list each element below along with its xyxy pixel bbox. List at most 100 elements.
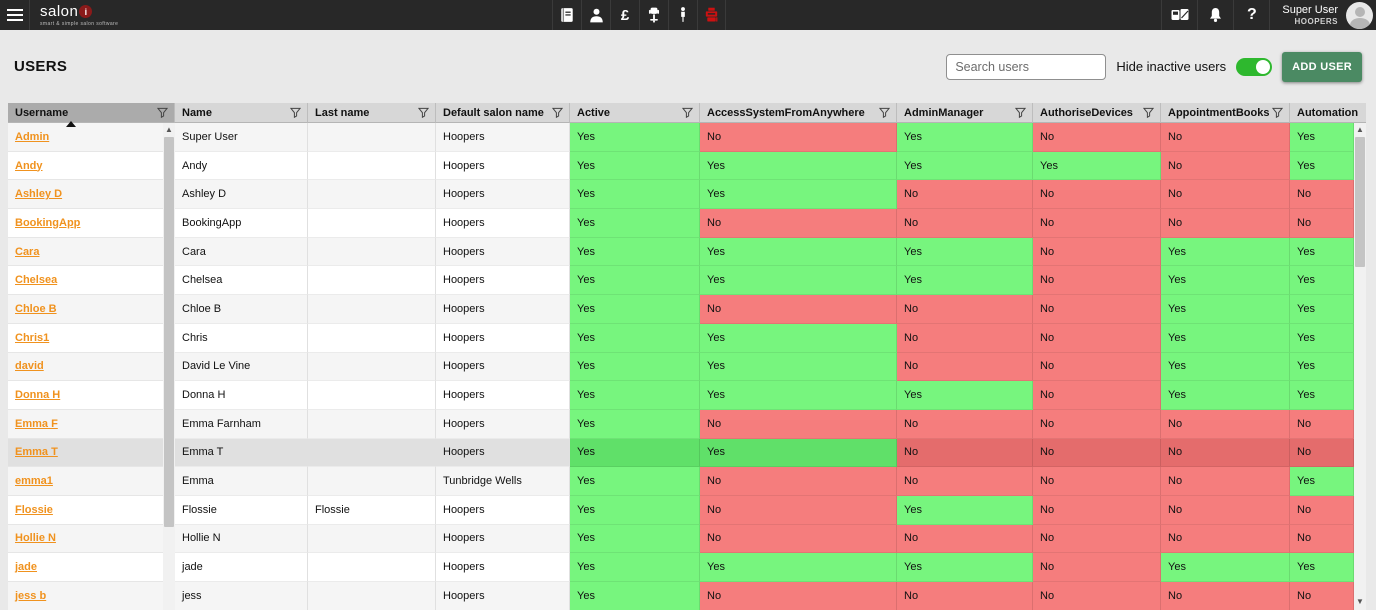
help-icon[interactable]: ? bbox=[1233, 0, 1269, 30]
column-header-admin_manager[interactable]: AdminManager bbox=[897, 103, 1033, 123]
scroll-up-icon[interactable]: ▲ bbox=[1354, 123, 1366, 136]
username-link[interactable]: Emma T bbox=[15, 446, 58, 458]
username-link[interactable]: Andy bbox=[15, 160, 43, 172]
username-link[interactable]: Cara bbox=[15, 246, 39, 258]
cell-appointment_books: No bbox=[1161, 209, 1290, 238]
username-link[interactable]: Chris1 bbox=[15, 332, 49, 344]
cell-authorise_devices: No bbox=[1033, 353, 1161, 382]
table-row[interactable]: ChrisHoopersYesYesNoNoYesYes bbox=[175, 324, 1354, 353]
staff-icon[interactable] bbox=[668, 0, 697, 30]
table-row[interactable]: ChelseaHoopersYesYesYesNoYesYes bbox=[175, 266, 1354, 295]
username-link[interactable]: Admin bbox=[15, 131, 49, 143]
cell-automation: No bbox=[1290, 525, 1354, 554]
cell-access_system_from_anywhere: No bbox=[700, 295, 897, 324]
cell-salon: Hoopers bbox=[436, 238, 570, 267]
cell-access_system_from_anywhere: No bbox=[700, 209, 897, 238]
username-link[interactable]: emma1 bbox=[15, 475, 53, 487]
cell-authorise_devices: Yes bbox=[1033, 152, 1161, 181]
filter-funnel-icon[interactable] bbox=[1143, 107, 1154, 118]
table-row[interactable]: Emma FarnhamHoopersYesNoNoNoNoNo bbox=[175, 410, 1354, 439]
cell-authorise_devices: No bbox=[1033, 553, 1161, 582]
username-link[interactable]: Ashley D bbox=[15, 188, 62, 200]
table-vertical-scrollbar[interactable]: ▲ ▼ bbox=[1354, 123, 1366, 610]
hide-inactive-toggle[interactable] bbox=[1236, 58, 1272, 76]
table-row[interactable]: Hollie NHoopersYesNoNoNoNoNo bbox=[175, 525, 1354, 554]
cell-active: Yes bbox=[570, 582, 700, 610]
cell-appointment_books: Yes bbox=[1161, 238, 1290, 267]
topbar-nav-icons: £ bbox=[552, 0, 726, 30]
user-menu[interactable]: Super User HOOPERS bbox=[1269, 0, 1346, 30]
column-header-name[interactable]: Name bbox=[175, 103, 308, 123]
filter-funnel-icon[interactable] bbox=[418, 107, 429, 118]
username-pane-scrollbar[interactable]: ▲ bbox=[163, 123, 175, 610]
username-link[interactable]: Flossie bbox=[15, 504, 53, 516]
column-header-label: Username bbox=[15, 107, 68, 119]
username-link[interactable]: Emma F bbox=[15, 418, 58, 430]
table-row[interactable]: Chloe BHoopersYesNoNoNoYesYes bbox=[175, 295, 1354, 324]
app-logo[interactable]: salon i smart & simple salon software bbox=[30, 0, 128, 30]
add-user-button[interactable]: ADD USER bbox=[1282, 52, 1362, 82]
column-header-appointment_books[interactable]: AppointmentBooks bbox=[1161, 103, 1290, 123]
table-row[interactable]: BookingAppHoopersYesNoNoNoNoNo bbox=[175, 209, 1354, 238]
table-row[interactable]: EmmaTunbridge WellsYesNoNoNoNoYes bbox=[175, 467, 1354, 496]
filter-funnel-icon[interactable] bbox=[879, 107, 890, 118]
filter-funnel-icon[interactable] bbox=[1272, 107, 1283, 118]
filter-funnel-icon[interactable] bbox=[290, 107, 301, 118]
column-header-last_name[interactable]: Last name bbox=[308, 103, 436, 123]
column-header-access_system_from_anywhere[interactable]: AccessSystemFromAnywhere bbox=[700, 103, 897, 123]
cell-name: Super User bbox=[175, 123, 308, 152]
table-row[interactable]: jadeHoopersYesYesYesNoYesYes bbox=[175, 553, 1354, 582]
search-input[interactable] bbox=[946, 54, 1106, 80]
column-header-automation[interactable]: Automation bbox=[1290, 103, 1366, 123]
username-link[interactable]: Donna H bbox=[15, 389, 60, 401]
filter-funnel-icon[interactable] bbox=[157, 107, 168, 118]
cell-access_system_from_anywhere: Yes bbox=[700, 152, 897, 181]
filter-funnel-icon[interactable] bbox=[682, 107, 693, 118]
cell-access_system_from_anywhere: No bbox=[700, 123, 897, 152]
username-link[interactable]: Hollie N bbox=[15, 532, 56, 544]
username-link[interactable]: jess b bbox=[15, 590, 46, 602]
salon-chair-icon[interactable] bbox=[639, 0, 668, 30]
filter-funnel-icon[interactable] bbox=[1015, 107, 1026, 118]
table-row[interactable]: CaraHoopersYesYesYesNoYesYes bbox=[175, 238, 1354, 267]
column-header-default_salon_name[interactable]: Default salon name bbox=[436, 103, 570, 123]
menu-hamburger-icon[interactable] bbox=[0, 0, 30, 30]
table-row[interactable]: Donna HHoopersYesYesYesNoYesYes bbox=[175, 381, 1354, 410]
user-avatar[interactable] bbox=[1346, 2, 1373, 29]
username-link[interactable]: Chloe B bbox=[15, 303, 57, 315]
filter-funnel-icon[interactable] bbox=[552, 107, 563, 118]
cell-salon: Hoopers bbox=[436, 410, 570, 439]
column-header-username[interactable]: Username bbox=[8, 103, 175, 123]
appointment-book-icon[interactable] bbox=[552, 0, 581, 30]
table-row[interactable]: Super UserHoopersYesNoYesNoNoYes bbox=[175, 123, 1354, 152]
pound-icon[interactable]: £ bbox=[610, 0, 639, 30]
scrollbar-thumb[interactable] bbox=[164, 137, 174, 527]
cell-last bbox=[308, 238, 436, 267]
table-row-username: Ashley D bbox=[8, 180, 163, 209]
username-link[interactable]: BookingApp bbox=[15, 217, 80, 229]
cell-last bbox=[308, 353, 436, 382]
username-link[interactable]: jade bbox=[15, 561, 37, 573]
cell-access_system_from_anywhere: Yes bbox=[700, 238, 897, 267]
current-user-salon: HOOPERS bbox=[1294, 17, 1338, 26]
table-row[interactable]: Ashley DHoopersYesYesNoNoNoNo bbox=[175, 180, 1354, 209]
cell-name: jess bbox=[175, 582, 308, 610]
table-row[interactable]: Emma THoopersYesYesNoNoNoNo bbox=[175, 439, 1354, 468]
scroll-up-icon[interactable]: ▲ bbox=[163, 123, 175, 136]
table-body-pane: Super UserHoopersYesNoYesNoNoYesAndyHoop… bbox=[175, 123, 1354, 610]
username-link[interactable]: Chelsea bbox=[15, 274, 57, 286]
scrollbar-thumb[interactable] bbox=[1355, 137, 1365, 267]
client-icon[interactable] bbox=[581, 0, 610, 30]
devices-icon[interactable] bbox=[1161, 0, 1197, 30]
column-header-authorise_devices[interactable]: AuthoriseDevices bbox=[1033, 103, 1161, 123]
notifications-bell-icon[interactable] bbox=[1197, 0, 1233, 30]
till-icon[interactable] bbox=[697, 0, 726, 30]
table-row[interactable]: jessHoopersYesNoNoNoNoNo bbox=[175, 582, 1354, 610]
scroll-down-icon[interactable]: ▼ bbox=[1354, 595, 1366, 608]
username-link[interactable]: david bbox=[15, 360, 44, 372]
table-row[interactable]: David Le VineHoopersYesYesNoNoYesYes bbox=[175, 353, 1354, 382]
column-header-active[interactable]: Active bbox=[570, 103, 700, 123]
table-row[interactable]: AndyHoopersYesYesYesYesNoYes bbox=[175, 152, 1354, 181]
cell-last bbox=[308, 410, 436, 439]
table-row[interactable]: FlossieFlossieHoopersYesNoYesNoNoNo bbox=[175, 496, 1354, 525]
